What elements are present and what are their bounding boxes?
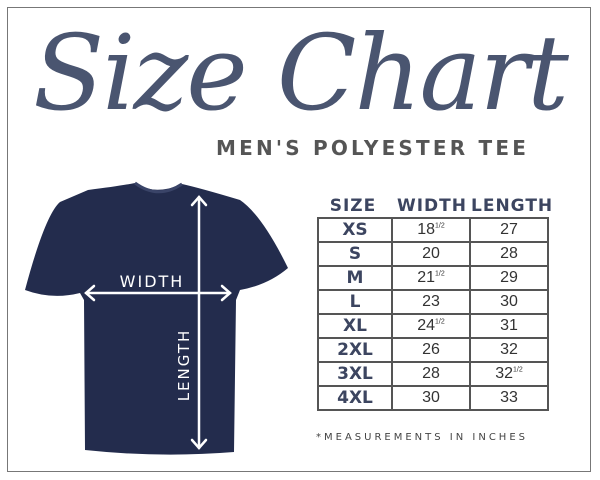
width-cell: 26 bbox=[391, 337, 471, 363]
header-length: LENGTH bbox=[471, 196, 554, 216]
size-cell: S bbox=[317, 241, 393, 267]
width-fraction: 1/2 bbox=[435, 270, 445, 278]
length-cell: 30 bbox=[469, 289, 549, 315]
length-label: LENGTH bbox=[175, 329, 193, 402]
length-cell: 29 bbox=[469, 265, 549, 291]
width-value: 18 bbox=[417, 221, 436, 238]
table-row: 4XL 30 33 bbox=[317, 385, 549, 411]
length-cell: 32 bbox=[469, 337, 549, 363]
length-cell: 31 bbox=[469, 313, 549, 339]
length-value: 31 bbox=[500, 317, 518, 334]
size-table: XS 181/2 27 S 20 28 M 211/2 29 L 23 30 XL 24… bbox=[317, 217, 549, 411]
size-cell: L bbox=[317, 289, 393, 315]
table-row: 3XL 28 321/2 bbox=[317, 361, 549, 387]
width-value: 23 bbox=[422, 293, 440, 310]
length-value: 32 bbox=[495, 365, 514, 382]
width-label: WIDTH bbox=[120, 272, 185, 291]
length-cell: 321/2 bbox=[469, 361, 549, 387]
length-cell: 28 bbox=[469, 241, 549, 267]
length-value: 30 bbox=[500, 293, 518, 310]
width-cell: 30 bbox=[391, 385, 471, 411]
size-cell: 2XL bbox=[317, 337, 393, 363]
table-row: 2XL 26 32 bbox=[317, 337, 549, 363]
width-value: 21 bbox=[417, 269, 436, 286]
width-value: 24 bbox=[417, 317, 436, 334]
page-title: Size Chart bbox=[33, 12, 569, 134]
length-value: 33 bbox=[500, 389, 518, 406]
size-cell: XS bbox=[317, 217, 393, 243]
width-fraction: 1/2 bbox=[435, 318, 445, 326]
length-value: 28 bbox=[500, 245, 518, 262]
header-size: SIZE bbox=[329, 196, 377, 216]
table-row: S 20 28 bbox=[317, 241, 549, 267]
size-cell: 3XL bbox=[317, 361, 393, 387]
width-value: 28 bbox=[422, 365, 440, 382]
subtitle: MEN'S POLYESTER TEE bbox=[216, 136, 530, 160]
image-frame bbox=[7, 7, 591, 472]
length-value: 29 bbox=[500, 269, 518, 286]
width-cell: 211/2 bbox=[391, 265, 471, 291]
width-cell: 241/2 bbox=[391, 313, 471, 339]
width-fraction: 1/2 bbox=[435, 222, 445, 230]
table-row: XS 181/2 27 bbox=[317, 217, 549, 243]
table-row: M 211/2 29 bbox=[317, 265, 549, 291]
length-value: 32 bbox=[500, 341, 518, 358]
length-value: 27 bbox=[500, 221, 518, 238]
length-cell: 33 bbox=[469, 385, 549, 411]
width-value: 30 bbox=[422, 389, 440, 406]
width-cell: 181/2 bbox=[391, 217, 471, 243]
width-cell: 28 bbox=[391, 361, 471, 387]
table-row: L 23 30 bbox=[317, 289, 549, 315]
length-cell: 27 bbox=[469, 217, 549, 243]
size-cell: XL bbox=[317, 313, 393, 339]
length-fraction: 1/2 bbox=[513, 366, 523, 374]
width-cell: 20 bbox=[391, 241, 471, 267]
size-cell: M bbox=[317, 265, 393, 291]
header-width: WIDTH bbox=[396, 196, 467, 216]
width-value: 20 bbox=[422, 245, 440, 262]
tshirt-shape bbox=[25, 183, 288, 455]
measurement-note: *MEASUREMENTS IN INCHES bbox=[316, 432, 528, 443]
width-cell: 23 bbox=[391, 289, 471, 315]
width-value: 26 bbox=[422, 341, 440, 358]
table-row: XL 241/2 31 bbox=[317, 313, 549, 339]
size-cell: 4XL bbox=[317, 385, 393, 411]
